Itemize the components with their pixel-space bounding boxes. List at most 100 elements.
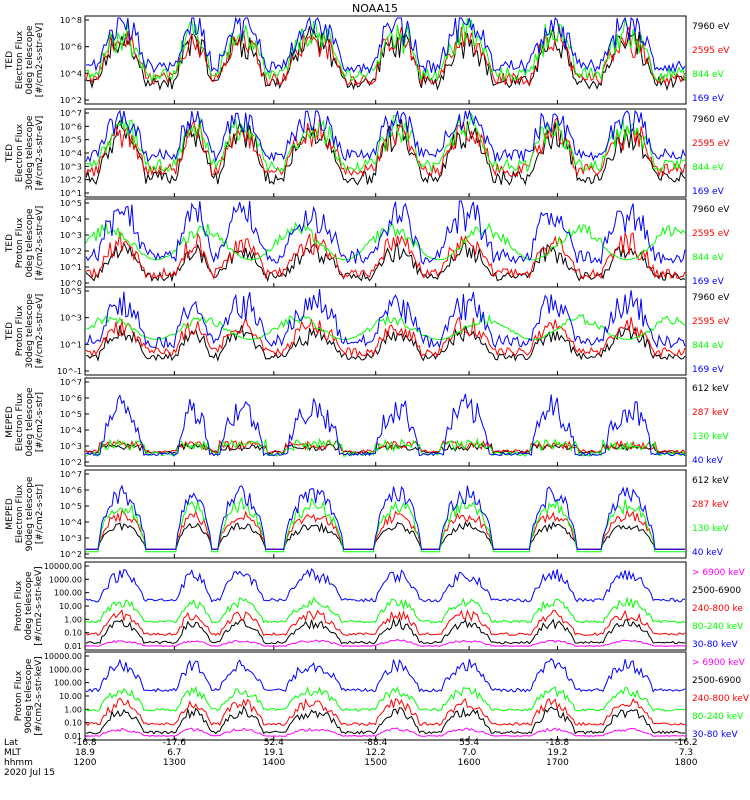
y-tick-label: 10^2: [60, 550, 82, 559]
y-axis-label: TED: [5, 234, 15, 253]
y-tick-label: 10^1: [60, 340, 82, 349]
y-axis-label: [#/cm2-s-str-keV]: [34, 656, 44, 735]
series-line: [85, 117, 686, 178]
series-line: [85, 231, 686, 281]
panel-4: 10^5 10^3 10^1 10^-1 TED Proton Flux 30deg tel…: [5, 286, 730, 376]
y-tick-label: 10^2: [60, 176, 82, 185]
y-tick-label: 0.01: [64, 732, 82, 741]
series-line: [86, 727, 686, 737]
y-axis-label: 30deg telescope: [25, 293, 35, 368]
series-line: [86, 496, 685, 553]
x-tick-label: 12.2: [366, 748, 386, 758]
series-line: [85, 685, 686, 712]
y-tick-label: 10000.00: [44, 652, 82, 661]
x-tick-label: -88.4: [364, 738, 388, 748]
y-tick-label: 10^5: [60, 502, 82, 511]
y-axis-label: TED: [5, 51, 15, 70]
legend-label: > 6900 keV: [692, 658, 746, 668]
series-line: [85, 17, 686, 83]
series-line: [85, 109, 686, 163]
y-axis-label: 90deg telescope: [24, 658, 34, 733]
legend-label: 169 eV: [692, 94, 725, 104]
y-axis-label: [#/cm2-s-str-eV]: [35, 23, 45, 98]
legend-label: 844 eV: [692, 163, 725, 173]
series-line: [85, 437, 686, 458]
panel-3: 10^5 10^4 10^3 10^2 10^1 10^0 TED Proton Flux 0d…: [5, 198, 730, 288]
x-tick-label: -16.8: [73, 738, 97, 748]
panel-6: 10^7 10^6 10^5 10^4 10^3 10^2 MEPED Electron Fl…: [5, 469, 729, 559]
x-tick-label: 7.3: [679, 748, 693, 758]
y-tick-label: 0.10: [64, 629, 82, 638]
legend-label: 2500-6900: [692, 676, 741, 686]
y-tick-label: 10^4: [60, 69, 82, 78]
series-line: [85, 658, 686, 693]
series-line: [85, 639, 686, 647]
legend-label: 844 eV: [692, 253, 725, 263]
legend-label: 844 eV: [692, 70, 725, 80]
y-tick-label: 10^7: [60, 470, 82, 479]
panel-frame: [84, 15, 687, 105]
x-tick-label: 19.1: [264, 748, 284, 758]
x-tick-label: -17.6: [163, 738, 187, 748]
series-line: [85, 617, 686, 645]
x-tick-label: -18.8: [546, 738, 570, 748]
x-row-label: Lat: [4, 738, 19, 748]
x-row-label: MLT: [4, 748, 22, 758]
legend-label: 2595 eV: [692, 139, 730, 149]
legend-label: 130 keV: [692, 524, 729, 534]
y-tick-label: 10^3: [60, 314, 82, 323]
y-axis-label: [#/cm2-s-str]: [35, 484, 45, 544]
legend-label: 240-800 ke: [692, 604, 743, 614]
legend-label: 2595 eV: [692, 46, 730, 56]
x-tick-label: 1600: [458, 758, 481, 768]
x-tick-label: 1800: [675, 758, 698, 768]
legend-label: 287 keV: [692, 500, 729, 510]
x-tick-label: 1700: [546, 758, 569, 768]
y-tick-label: 10^5: [60, 199, 82, 208]
x-tick-label: 1500: [364, 758, 387, 768]
y-axis-label: [#/cm2-s-str-eV]: [35, 206, 45, 281]
legend-label: 7960 eV: [692, 205, 730, 215]
series-line: [85, 393, 686, 457]
y-axis-label: Electron Flux: [15, 484, 25, 543]
y-axis-label: 0deg telescope: [25, 208, 35, 278]
y-tick-label: 10^4: [60, 149, 82, 158]
legend-label: 7960 eV: [692, 115, 730, 125]
legend-label: 287 keV: [692, 408, 729, 418]
series-line: [85, 439, 686, 455]
x-tick-label: 1200: [74, 758, 97, 768]
x-tick-label: 6.7: [167, 748, 181, 758]
panel-frame: [84, 561, 687, 651]
series-line: [85, 325, 686, 362]
x-tick-label: -16.2: [674, 738, 697, 748]
y-tick-label: 100.00: [54, 679, 82, 688]
legend-label: 2595 eV: [692, 317, 730, 327]
y-tick-label: 1.00: [64, 615, 82, 624]
x-tick-label: 52.4: [264, 738, 284, 748]
series-line: [85, 112, 686, 173]
chart-title: NOAA15: [352, 2, 398, 15]
y-axis-label: Proton Flux: [15, 217, 25, 268]
series-line: [85, 241, 686, 283]
y-tick-label: 10^7: [60, 109, 82, 118]
y-axis-label: [#/cm2-s-str-eV]: [35, 294, 45, 369]
y-tick-label: 1000.00: [49, 665, 82, 674]
legend-label: 40 keV: [692, 548, 724, 558]
legend-label: 7960 eV: [692, 293, 730, 303]
panel-5: 10^7 10^6 10^5 10^4 10^3 10^2 MEPED Electron Fl…: [5, 377, 729, 467]
y-axis-label: [#/cm2-s-str-eV]: [35, 116, 45, 191]
y-axis-label: TED: [5, 144, 15, 163]
legend-label: 169 eV: [692, 365, 725, 375]
y-tick-label: 10^6: [60, 43, 82, 52]
y-tick-label: 10^0: [60, 279, 82, 288]
y-tick-label: 10^7: [60, 378, 82, 387]
panel-7: 10000.00 1000.00 100.00 10.00 1.00 0.10 0.01 Pr…: [14, 561, 746, 651]
legend-label: 80-240 keV: [692, 712, 744, 722]
series-line: [85, 313, 686, 340]
legend-label: 30-80 keV: [692, 730, 738, 740]
x-tick-label: 19.2: [547, 748, 567, 758]
y-tick-label: 10^4: [60, 426, 82, 435]
y-tick-label: 10000.00: [44, 562, 82, 571]
y-axis-label: 0deg telescope: [25, 25, 35, 95]
